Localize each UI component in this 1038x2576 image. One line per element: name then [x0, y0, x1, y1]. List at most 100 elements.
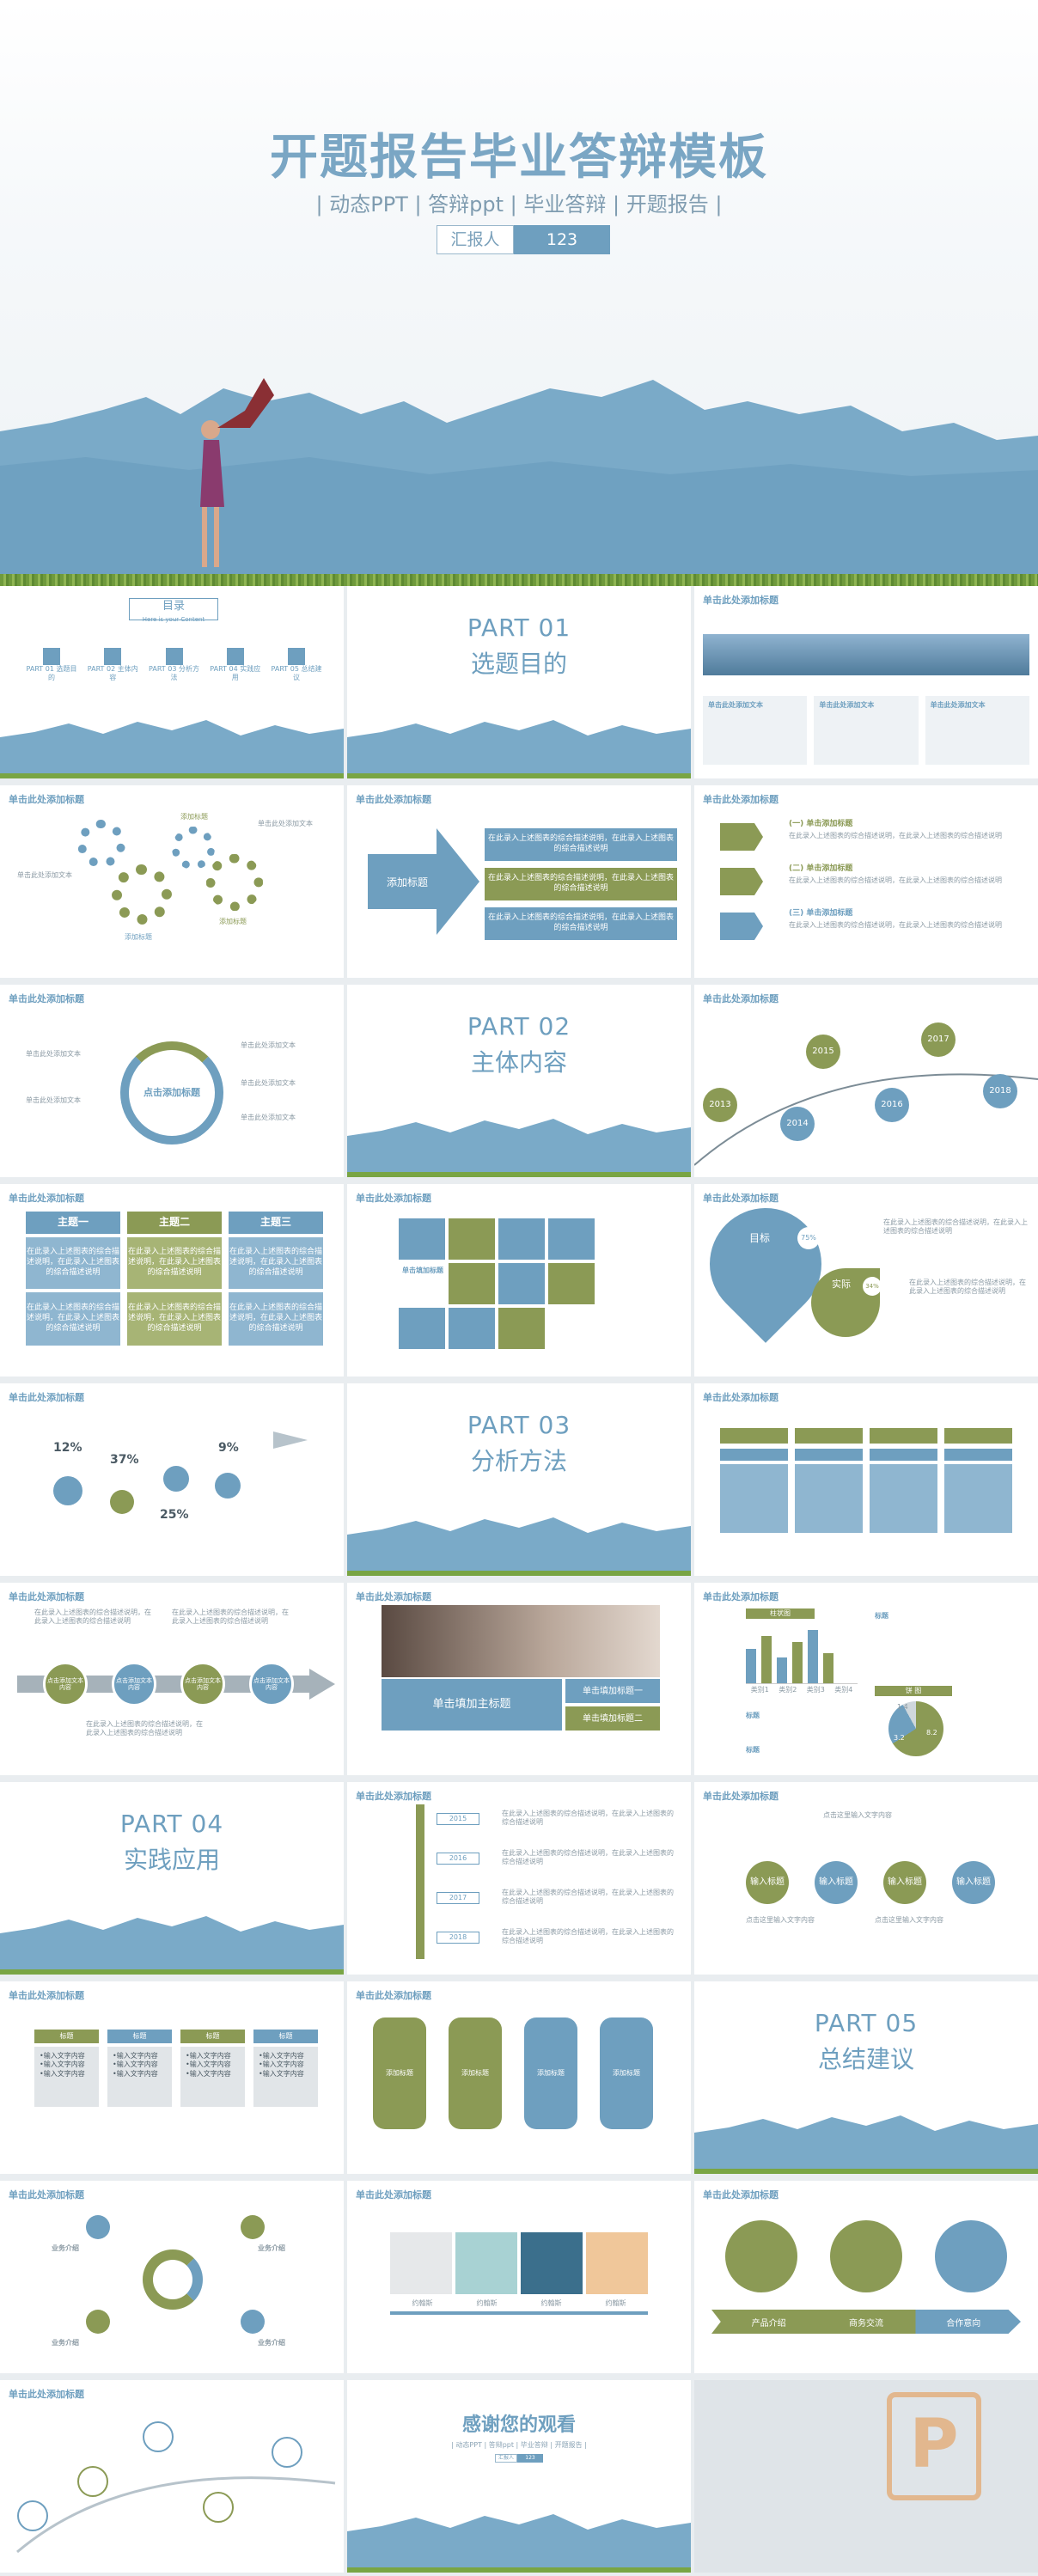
slide-header: 单击此处添加标题	[703, 2189, 778, 2201]
camera-icon	[272, 2437, 302, 2468]
slide-card-flow[interactable]: 单击此处添加标题 添加标题 添加标题 添加标题 添加标题	[347, 1981, 694, 2174]
cover-slide[interactable]: 开题报告毕业答辩模板 | 动态PPT | 答辩ppt | 毕业答辩 | 开题报告…	[0, 0, 1038, 586]
avatar	[586, 2232, 648, 2294]
chart-icon	[53, 1476, 82, 1505]
slide-city-cards[interactable]: 单击此处添加标题 单击此处添加文本 单击此处添加文本 单击此处添加文本	[694, 586, 1038, 778]
slide-process-arrow[interactable]: 单击此处添加标题 点击添加文本内容 点击添加文本内容 点击添加文本内容 点击添加…	[0, 1583, 347, 1775]
year-circle: 2017	[921, 1022, 956, 1057]
thanks-title: 感谢您的观看	[461, 2414, 576, 2436]
toc-item[interactable]: PART 01 选题目的	[26, 648, 77, 683]
slide-percentages[interactable]: 单击此处添加标题 12% 37% 25% 9%	[0, 1383, 347, 1576]
slide-header: 单击此处添加标题	[356, 1791, 431, 1802]
flow-node: 输入标题	[883, 1861, 926, 1904]
table-cell: •输入文字内容 •输入文字内容 •输入文字内容	[34, 2047, 99, 2107]
toc-subtitle: Here is your Content	[142, 616, 205, 623]
slide-icon-grid[interactable]: 单击此处添加标题 单击填加标题	[347, 1184, 694, 1377]
avatar	[390, 2232, 452, 2294]
part-name: 主体内容	[470, 1048, 567, 1077]
chart-icon	[288, 648, 305, 665]
slide-photo-titles[interactable]: 单击此处添加标题 单击填加主标题 单击填加标题一 单击填加标题二	[347, 1583, 694, 1775]
column-body	[795, 1464, 863, 1533]
timeline-bar	[416, 1804, 424, 1959]
home-icon	[215, 1473, 241, 1499]
ring-chart	[143, 2249, 203, 2310]
toc-item[interactable]: PART 04 实践应用	[210, 648, 261, 683]
divider	[390, 2311, 648, 2315]
slide-part-03[interactable]: PART 03 分析方法	[347, 1383, 694, 1576]
slide-target-actual[interactable]: 单击此处添加标题 目标 75% 实际 34% 在此录入上述图表的综合描述说明，在…	[694, 1184, 1038, 1377]
reporter-label: 汇报人	[495, 2454, 517, 2463]
donut-ring: 点击添加标题	[120, 1041, 223, 1145]
slide-flow-circles[interactable]: 单击此处添加标题 输入标题 输入标题 输入标题 输入标题 点击这里输入文字内容 …	[694, 1782, 1038, 1975]
actual-pct: 34%	[863, 1277, 882, 1296]
theme-body: 在此录入上述图表的综合描述说明，在此录入上述图表的综合描述说明	[229, 1292, 323, 1346]
gear-icon	[112, 864, 172, 925]
toc-item[interactable]: PART 05 总结建议	[271, 648, 322, 683]
reporter-value: 123	[517, 2454, 543, 2463]
slide-header: 单击此处添加标题	[356, 1193, 431, 1204]
mountain-strip	[347, 1509, 691, 1576]
column-header	[944, 1449, 1012, 1461]
slide-map-icons[interactable]: 单击此处添加标题	[0, 2380, 347, 2573]
bar	[746, 1649, 756, 1683]
table-header: 标题	[107, 2030, 172, 2043]
slide-arrow-list[interactable]: 单击此处添加标题 添加标题 在此录入上述图表的综合描述说明，在此录入上述图表的综…	[347, 785, 694, 978]
year-circle: 2014	[780, 1107, 815, 1141]
slide-team[interactable]: 单击此处添加标题 约翰斯 约翰斯 约翰斯 约翰斯	[347, 2181, 694, 2373]
slide-three-steps[interactable]: 单击此处添加标题 (一) 单击添加标题 在此录入上述图表的综合描述说明，在此录入…	[694, 785, 1038, 978]
bar	[808, 1630, 818, 1683]
cover-subtitle: | 动态PPT | 答辩ppt | 毕业答辩 | 开题报告 |	[315, 192, 723, 217]
slide-donut[interactable]: 单击此处添加标题 点击添加标题 单击此处添加文本 单击此处添加文本 单击此处添加…	[0, 985, 347, 1177]
slide-header: 单击此处添加标题	[703, 595, 778, 606]
slide-part-02[interactable]: PART 02 主体内容	[347, 985, 694, 1177]
slide-circle-ring[interactable]: 单击此处添加标题 业务介绍 业务介绍 业务介绍 业务介绍	[0, 2181, 347, 2373]
slide-header: 单击此处添加标题	[9, 993, 84, 1004]
woman-megaphone-figure	[200, 378, 274, 567]
slide-table[interactable]: 单击此处添加标题 标题 •输入文字内容 •输入文字内容 •输入文字内容 标题 •输入文字…	[0, 1981, 347, 2174]
slide-toc[interactable]: 目录 Here is your Content PART 01 选题目的 PAR…	[0, 586, 347, 778]
bar	[761, 1636, 772, 1683]
slide-timeline-circles[interactable]: 单击此处添加标题 2013 2014 2015 2016 2017 2018	[694, 985, 1038, 1177]
image-icon	[104, 648, 122, 665]
slide-four-columns[interactable]: 单击此处添加标题	[694, 1383, 1038, 1576]
table-cell: •输入文字内容 •输入文字内容 •输入文字内容	[253, 2047, 318, 2107]
location-icon	[17, 2500, 48, 2531]
calendar-icon	[498, 1218, 545, 1260]
paper-plane-icon	[273, 1431, 308, 1449]
slide-gears[interactable]: 单击此处添加标题 添加标题 添加标题 添加标题 单击此处添加文本 单击此处添加文…	[0, 785, 347, 978]
mountain-strip	[0, 1908, 344, 1975]
slide-header: 单击此处添加标题	[703, 1591, 778, 1602]
theme-header: 主题一	[26, 1212, 120, 1234]
wifi-icon	[498, 1308, 545, 1349]
slide-charts[interactable]: 单击此处添加标题 柱状图 类别1 类别2 类别3 类别4 标题 标题 标题 饼 图 8…	[694, 1583, 1038, 1775]
part-number: PART 05	[814, 2009, 919, 2037]
bar	[777, 1657, 787, 1683]
slide-header: 单击此处添加标题	[9, 1193, 84, 1204]
part-number: PART 04	[119, 1810, 224, 1838]
slide-header: 单击此处添加标题	[9, 2389, 84, 2400]
reporter-value: 123	[514, 225, 610, 254]
flag-icon	[77, 2466, 108, 2497]
avatar	[521, 2232, 583, 2294]
slide-part-01[interactable]: PART 01 选题目的	[347, 586, 694, 778]
flow-node: 输入标题	[746, 1861, 789, 1904]
goal-pct: 75%	[797, 1227, 820, 1249]
slide-part-04[interactable]: PART 04 实践应用	[0, 1782, 347, 1975]
subtitle-box: 单击填加标题一	[565, 1679, 660, 1703]
slide-header: 单击此处添加标题	[9, 1392, 84, 1403]
slide-themes[interactable]: 单击此处添加标题 主题一 主题二 主题三 在此录入上述图表的综合描述说明，在此录…	[0, 1184, 347, 1377]
flow-card: 添加标题	[600, 2017, 653, 2129]
column-body	[944, 1464, 1012, 1533]
slide-header: 单击此处添加标题	[703, 794, 778, 805]
link-icon	[498, 1263, 545, 1304]
slide-thanks[interactable]: 感谢您的观看 | 动态PPT | 答辩ppt | 毕业答辩 | 开题报告 | 汇…	[347, 2380, 694, 2573]
column-header	[795, 1449, 863, 1461]
flow-node: 输入标题	[815, 1861, 858, 1904]
toc-item[interactable]: PART 02 主体内容	[87, 648, 138, 683]
part-name: 分析方法	[470, 1447, 567, 1475]
toc-item[interactable]: PART 03 分析方法	[149, 648, 200, 683]
slide-ribbon[interactable]: 单击此处添加标题 产品介绍 商务交流 合作意向	[694, 2181, 1038, 2373]
slide-part-05[interactable]: PART 05 总结建议	[694, 1981, 1038, 2174]
year-tag: 2018	[437, 1932, 479, 1944]
slide-year-list[interactable]: 单击此处添加标题 2015 2016 2017 2018 在此录入上述图表的综合…	[347, 1782, 694, 1975]
